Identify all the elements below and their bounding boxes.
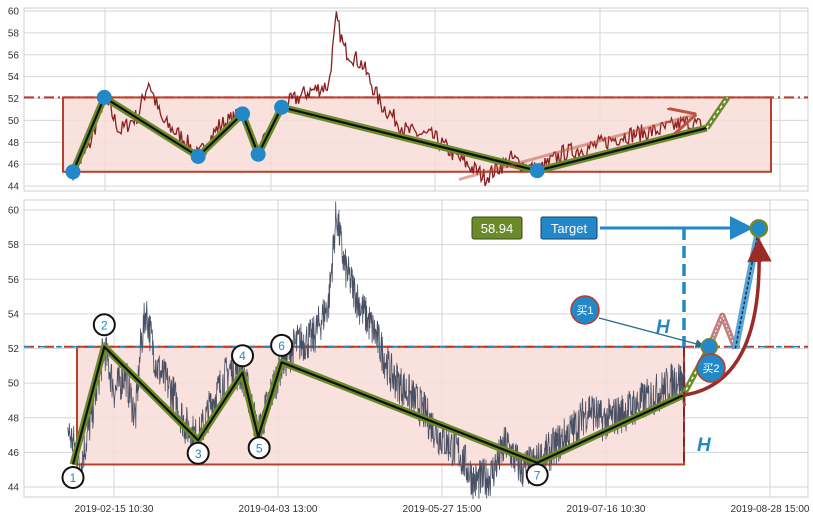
trend-extension-inner: [706, 96, 729, 129]
y-tick-label: 60: [8, 206, 20, 217]
target-button: Target: [540, 216, 598, 240]
y-tick-label: 54: [8, 309, 20, 320]
buy1-pointer: [598, 317, 705, 349]
y-tick-label: 56: [8, 275, 20, 286]
pivot-label-text: 4: [239, 349, 246, 363]
pivot-label-text: 2: [101, 318, 108, 332]
pivot-label-circle: [231, 344, 255, 368]
y-tick-label: 46: [8, 160, 20, 171]
top-trend-lines: [69, 93, 731, 181]
x-tick-label: 2019-08-28 15:00: [731, 504, 810, 515]
buy2-marker: 买2: [696, 353, 726, 383]
x-tick-label: 2019-05-27 15:00: [403, 504, 482, 515]
y-tick-label: 58: [8, 28, 20, 39]
pivot-label-circle: [270, 333, 294, 357]
x-tick-label: 2019-07-16 10:30: [567, 504, 646, 515]
y-tick-label: 44: [8, 182, 20, 193]
y-tick-label: 60: [8, 7, 20, 18]
y-tick-label: 50: [8, 379, 20, 390]
pivot-label-circle: [525, 463, 549, 487]
y-tick-label: 58: [8, 240, 20, 251]
target-value-badge: 58.94: [471, 216, 523, 240]
y-tick-label: 48: [8, 138, 20, 149]
pivot-label-text: 6: [278, 339, 285, 353]
top-y-ticks: 60 58 56 54 52 50 48 46 44: [8, 7, 20, 193]
y-tick-label: 52: [8, 344, 20, 355]
price-line: [67, 201, 686, 500]
price-line: [72, 11, 703, 187]
bottom-projection: [598, 216, 772, 463]
pivot-dot: [529, 163, 545, 179]
pivot-dot: [65, 164, 81, 180]
y-tick-label: 52: [8, 94, 20, 105]
top-panel: 60 58 56 54 52 50 48 46 44: [8, 7, 809, 193]
pivot-dot: [250, 146, 266, 162]
bottom-y-ticks: 60 58 56 54 52 50 48 46 44: [8, 206, 20, 494]
height-mark-upper: H: [656, 317, 671, 338]
target-button-label: Target: [551, 221, 588, 236]
x-tick-label: 2019-04-03 13:00: [239, 504, 318, 515]
y-tick-label: 54: [8, 72, 20, 83]
y-tick-label: 50: [8, 116, 20, 127]
pivot-label-text: 1: [70, 471, 77, 485]
y-tick-label: 48: [8, 413, 20, 424]
bottom-x-ticks: 2019-02-15 10:30 2019-04-03 13:00 2019-05-…: [75, 504, 810, 515]
buy2-label: 买2: [702, 362, 719, 375]
y-tick-label: 44: [8, 483, 20, 494]
pivot-label-circle: [92, 313, 116, 337]
trend-line-inner: [71, 345, 684, 465]
pivot-label-text: 3: [195, 447, 202, 461]
pivot-label-text: 5: [256, 441, 263, 455]
top-price-series: [72, 11, 703, 187]
pivot-dot: [274, 99, 290, 115]
buy1-label: 买1: [576, 304, 593, 317]
bottom-pivot-labels: 1 2 3 4 5 6 7: [61, 313, 549, 489]
retest-zigzag-inner: [708, 314, 736, 349]
pivot-label-circle: [247, 436, 271, 460]
projection-arrow: [682, 237, 772, 397]
target-dot: [749, 219, 769, 238]
pivot-dot: [235, 106, 251, 122]
height-mark-lower: H: [697, 435, 712, 456]
pivot-label-circle: [186, 441, 210, 465]
pivot-label-circle: [61, 465, 85, 489]
pivot-dot: [96, 89, 112, 105]
target-value-label: 58.94: [481, 221, 514, 236]
channel-arrow: [458, 115, 694, 181]
breakout-dot: [700, 338, 719, 356]
x-tick-label: 2019-02-15 10:30: [75, 504, 154, 515]
pivot-label-text: 7: [534, 468, 541, 482]
bottom-price-series: [67, 201, 686, 500]
buy1-marker: 买1: [570, 295, 600, 325]
y-tick-label: 46: [8, 448, 20, 459]
top-pivot-markers: [65, 89, 545, 180]
y-tick-label: 56: [8, 50, 20, 61]
trend-line-inner: [71, 96, 707, 173]
pivot-dot: [190, 148, 206, 164]
